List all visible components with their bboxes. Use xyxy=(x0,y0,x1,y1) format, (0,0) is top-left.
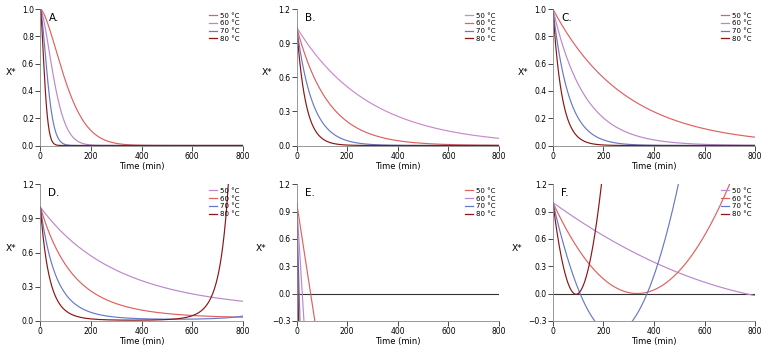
Text: C.: C. xyxy=(561,13,571,23)
Text: A.: A. xyxy=(48,13,59,23)
Legend: 50 °C, 60 °C, 70 °C, 80 °C: 50 °C, 60 °C, 70 °C, 80 °C xyxy=(720,11,753,43)
X-axis label: Time (min): Time (min) xyxy=(631,338,677,346)
Y-axis label: X*: X* xyxy=(518,68,528,77)
Text: D.: D. xyxy=(48,188,60,199)
Text: F.: F. xyxy=(561,188,568,199)
Legend: 50 °C, 60 °C, 70 °C, 80 °C: 50 °C, 60 °C, 70 °C, 80 °C xyxy=(207,11,240,43)
Y-axis label: X*: X* xyxy=(262,68,273,77)
Text: B.: B. xyxy=(305,13,315,23)
Y-axis label: X*: X* xyxy=(511,244,522,253)
X-axis label: Time (min): Time (min) xyxy=(375,162,421,171)
Legend: 50 °C, 60 °C, 70 °C, 80 °C: 50 °C, 60 °C, 70 °C, 80 °C xyxy=(463,187,497,219)
Legend: 50 °C, 60 °C, 70 °C, 80 °C: 50 °C, 60 °C, 70 °C, 80 °C xyxy=(463,11,497,43)
X-axis label: Time (min): Time (min) xyxy=(375,338,421,346)
Y-axis label: X*: X* xyxy=(5,68,16,77)
X-axis label: Time (min): Time (min) xyxy=(119,162,164,171)
X-axis label: Time (min): Time (min) xyxy=(631,162,677,171)
Legend: 50 °C, 60 °C, 70 °C, 80 °C: 50 °C, 60 °C, 70 °C, 80 °C xyxy=(207,187,240,219)
Legend: 50 °C, 60 °C, 70 °C, 80 °C: 50 °C, 60 °C, 70 °C, 80 °C xyxy=(720,187,753,219)
X-axis label: Time (min): Time (min) xyxy=(119,338,164,346)
Text: E.: E. xyxy=(305,188,315,199)
Y-axis label: X*: X* xyxy=(256,244,266,253)
Y-axis label: X*: X* xyxy=(5,244,16,253)
